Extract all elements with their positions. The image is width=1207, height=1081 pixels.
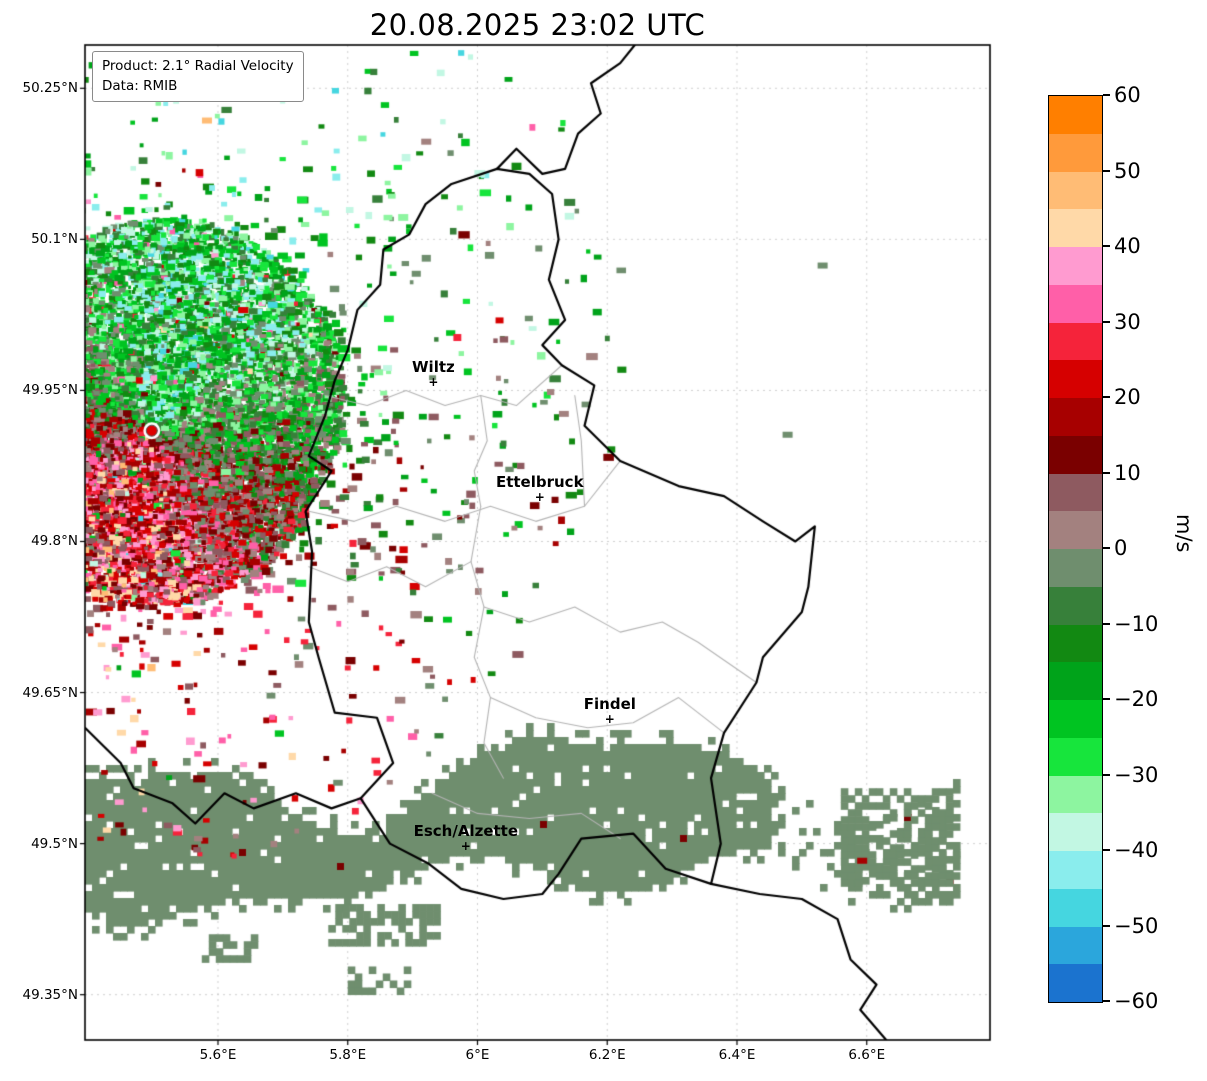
city-marker: +: [460, 838, 471, 853]
colorbar-tick-label: −30: [1114, 762, 1159, 787]
colorbar-segment: [1049, 813, 1102, 851]
colorbar-tick-label: −10: [1114, 611, 1159, 636]
colorbar-segment: [1049, 549, 1102, 587]
colorbar-segment: [1049, 96, 1102, 134]
colorbar-segment: [1049, 926, 1102, 965]
colorbar: [1048, 95, 1103, 1003]
colorbar-tick-mark: [1103, 396, 1110, 398]
legend-product: Product: 2.1° Radial Velocity: [102, 58, 294, 74]
colorbar-segment: [1049, 888, 1102, 927]
colorbar-tick-mark: [1103, 698, 1110, 700]
colorbar-tick-label: 20: [1114, 385, 1141, 409]
colorbar-tick-label: 50: [1114, 158, 1141, 183]
colorbar-tick-mark: [1103, 169, 1110, 172]
colorbar-segment: [1049, 662, 1102, 700]
colorbar-segment: [1049, 435, 1102, 474]
y-tick-label: 49.95°N: [22, 382, 79, 399]
colorbar-tick-label: 60: [1114, 83, 1141, 107]
colorbar-tick-label: −50: [1114, 913, 1159, 938]
city-marker: +: [534, 490, 545, 505]
colorbar-tick-mark: [1103, 320, 1110, 323]
x-tick-label: 6.2°E: [588, 1047, 626, 1063]
x-tick-label: 6.4°E: [718, 1047, 756, 1063]
colorbar-segment: [1049, 586, 1102, 625]
legend-source: Data: RMIB: [102, 78, 178, 95]
colorbar-tick-mark: [1103, 849, 1110, 851]
colorbar-segment: [1049, 737, 1102, 776]
colorbar-tick-label: −40: [1114, 838, 1159, 862]
x-tick-label: 5.6°E: [199, 1047, 237, 1063]
city-label: Ettelbruck: [495, 473, 584, 492]
colorbar-segment: [1049, 775, 1102, 814]
colorbar-segment: [1049, 171, 1102, 210]
colorbar-tick-label: −60: [1114, 989, 1159, 1013]
colorbar-tick-label: 40: [1114, 234, 1141, 258]
y-tick-label: 50.25°N: [22, 80, 79, 97]
colorbar-tick-label: 0: [1114, 536, 1128, 560]
colorbar-tick-mark: [1103, 1000, 1110, 1002]
colorbar-segment: [1049, 247, 1102, 285]
colorbar-segment: [1049, 964, 1102, 1002]
y-tick-label: 49.5°N: [31, 835, 78, 852]
y-tick-label: 49.8°N: [31, 533, 78, 550]
colorbar-unit-label: m/s: [1172, 514, 1196, 553]
colorbar-segment: [1049, 511, 1102, 549]
colorbar-segment: [1049, 209, 1102, 247]
colorbar-tick-label: −20: [1114, 687, 1159, 711]
colorbar-tick-mark: [1103, 924, 1110, 927]
colorbar-segment: [1049, 851, 1102, 889]
colorbar-segment: [1049, 133, 1102, 172]
x-tick-label: 6.6°E: [848, 1047, 886, 1063]
colorbar-segment: [1049, 700, 1102, 738]
y-tick-label: 49.35°N: [22, 986, 79, 1003]
colorbar-segment: [1049, 398, 1102, 436]
x-tick-label: 6°E: [465, 1047, 490, 1063]
page-title: 20.08.2025 23:02 UTC: [369, 8, 706, 42]
city-label: Findel: [583, 694, 636, 713]
colorbar-segment: [1049, 360, 1102, 398]
colorbar-tick-mark: [1103, 547, 1110, 549]
colorbar-tick-mark: [1103, 471, 1110, 474]
colorbar-tick-mark: [1103, 622, 1110, 625]
y-tick-label: 50.1°N: [31, 231, 78, 248]
y-tick-label: 49.65°N: [22, 684, 79, 701]
legend-box: Product: 2.1° Radial Velocity Data: RMIB: [92, 51, 304, 102]
colorbar-segment: [1049, 473, 1102, 512]
x-tick-label: 5.8°E: [329, 1047, 367, 1063]
colorbar-tick-label: 30: [1114, 309, 1141, 334]
colorbar-segment: [1049, 284, 1102, 323]
colorbar-tick-mark: [1103, 94, 1110, 96]
city-marker: +: [604, 711, 615, 726]
city-label: Esch/Alzette: [413, 821, 519, 840]
colorbar-tick-mark: [1103, 245, 1110, 247]
city-label: Wiltz: [412, 358, 455, 377]
colorbar-tick-mark: [1103, 773, 1110, 776]
colorbar-tick-label: 10: [1114, 460, 1141, 485]
colorbar-segment: [1049, 322, 1102, 361]
city-marker: +: [428, 375, 439, 390]
colorbar-segment: [1049, 624, 1102, 663]
